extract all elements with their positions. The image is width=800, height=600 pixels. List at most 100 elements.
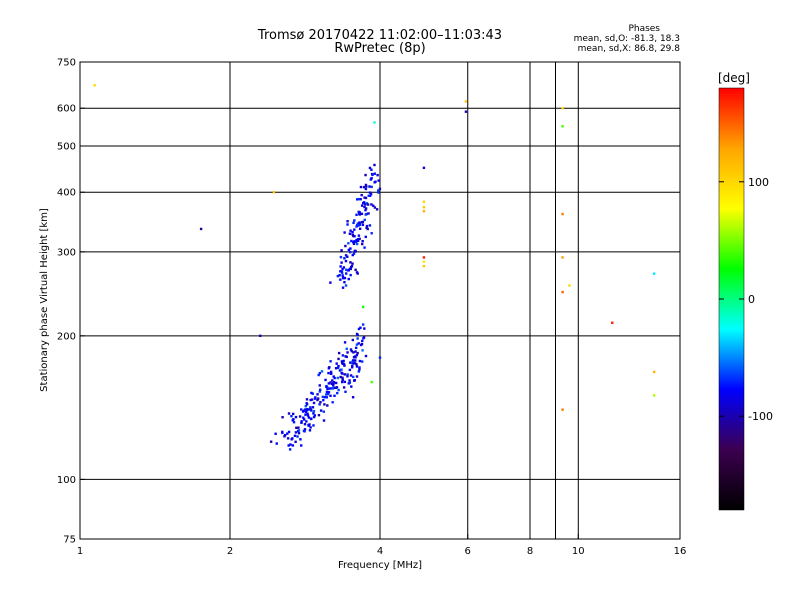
data-point [361, 239, 364, 243]
data-point [288, 448, 292, 451]
data-point [318, 384, 321, 387]
data-point [281, 431, 284, 435]
data-point [343, 257, 346, 260]
data-point [310, 391, 313, 395]
data-point [561, 256, 564, 259]
data-point [304, 404, 307, 408]
data-point [422, 264, 426, 268]
data-point [329, 394, 332, 397]
data-point [347, 248, 351, 252]
data-point [359, 326, 362, 329]
data-point [363, 218, 366, 222]
data-point [356, 337, 359, 340]
data-point [348, 250, 352, 254]
data-point [304, 413, 307, 416]
data-point [377, 191, 380, 194]
data-point [331, 387, 334, 390]
data-point [362, 185, 366, 189]
data-point [336, 391, 339, 395]
data-point [354, 346, 358, 350]
data-point [376, 173, 379, 177]
chart-title: Tromsø 20170422 11:02:00–11:03:43 [257, 28, 503, 43]
data-point [283, 435, 286, 438]
data-point [339, 255, 343, 259]
data-point [341, 274, 344, 277]
data-point [326, 387, 329, 391]
data-point [353, 228, 356, 231]
data-point [355, 365, 359, 368]
x-tick-label: 2 [227, 546, 233, 557]
data-point [335, 386, 339, 389]
data-point [355, 353, 359, 357]
data-point [369, 192, 373, 196]
data-point [339, 278, 342, 281]
data-point [342, 363, 346, 366]
data-point [199, 227, 203, 231]
data-point [331, 379, 334, 382]
data-point [346, 220, 349, 223]
x-axis-label: Frequency [MHz] [338, 560, 422, 571]
data-point [364, 213, 367, 216]
data-point [351, 359, 355, 362]
data-point [325, 390, 329, 394]
data-point [300, 444, 303, 447]
data-point [317, 397, 320, 400]
data-point [355, 224, 359, 227]
data-point [561, 125, 564, 128]
data-point [343, 364, 346, 367]
data-point [302, 416, 305, 419]
grid-lines [80, 62, 680, 539]
data-point [317, 413, 321, 417]
data-point [352, 234, 355, 238]
data-point [286, 437, 290, 440]
data-point [356, 333, 359, 337]
data-point [328, 366, 331, 369]
data-point [295, 426, 298, 429]
data-point [360, 193, 363, 197]
data-point [422, 209, 426, 213]
data-point [354, 240, 358, 243]
data-point [355, 363, 358, 366]
data-point [356, 238, 360, 241]
data-point [357, 197, 360, 201]
data-point [361, 305, 365, 309]
data-point [422, 206, 426, 209]
data-point [350, 349, 353, 353]
data-point [340, 261, 343, 264]
data-point [352, 362, 356, 365]
data-point [355, 225, 358, 228]
data-point [291, 412, 295, 416]
data-point [272, 191, 276, 194]
data-point [269, 440, 273, 443]
data-point [330, 372, 333, 375]
data-point [327, 382, 331, 385]
data-point [373, 121, 376, 124]
data-point [341, 354, 345, 357]
data-point [652, 370, 656, 374]
data-point [368, 194, 372, 197]
data-point [358, 368, 361, 371]
data-point [346, 373, 349, 376]
data-point [358, 212, 361, 216]
data-point [329, 281, 332, 284]
data-point [352, 241, 356, 244]
data-point [274, 432, 277, 435]
data-point [318, 388, 322, 391]
data-point [340, 271, 344, 274]
x-tick-label: 4 [377, 546, 383, 557]
data-point [303, 428, 307, 431]
data-point [346, 223, 349, 226]
data-point [341, 267, 344, 271]
data-point [344, 272, 348, 275]
data-point [349, 261, 352, 264]
data-point [364, 208, 367, 212]
data-point [352, 221, 355, 225]
data-point [340, 360, 344, 363]
x-tick-label: 16 [674, 546, 687, 557]
data-point [336, 274, 340, 278]
data-point [316, 398, 319, 402]
data-point [323, 403, 326, 406]
data-point [377, 189, 380, 192]
data-point [286, 432, 289, 435]
data-point [332, 382, 335, 386]
